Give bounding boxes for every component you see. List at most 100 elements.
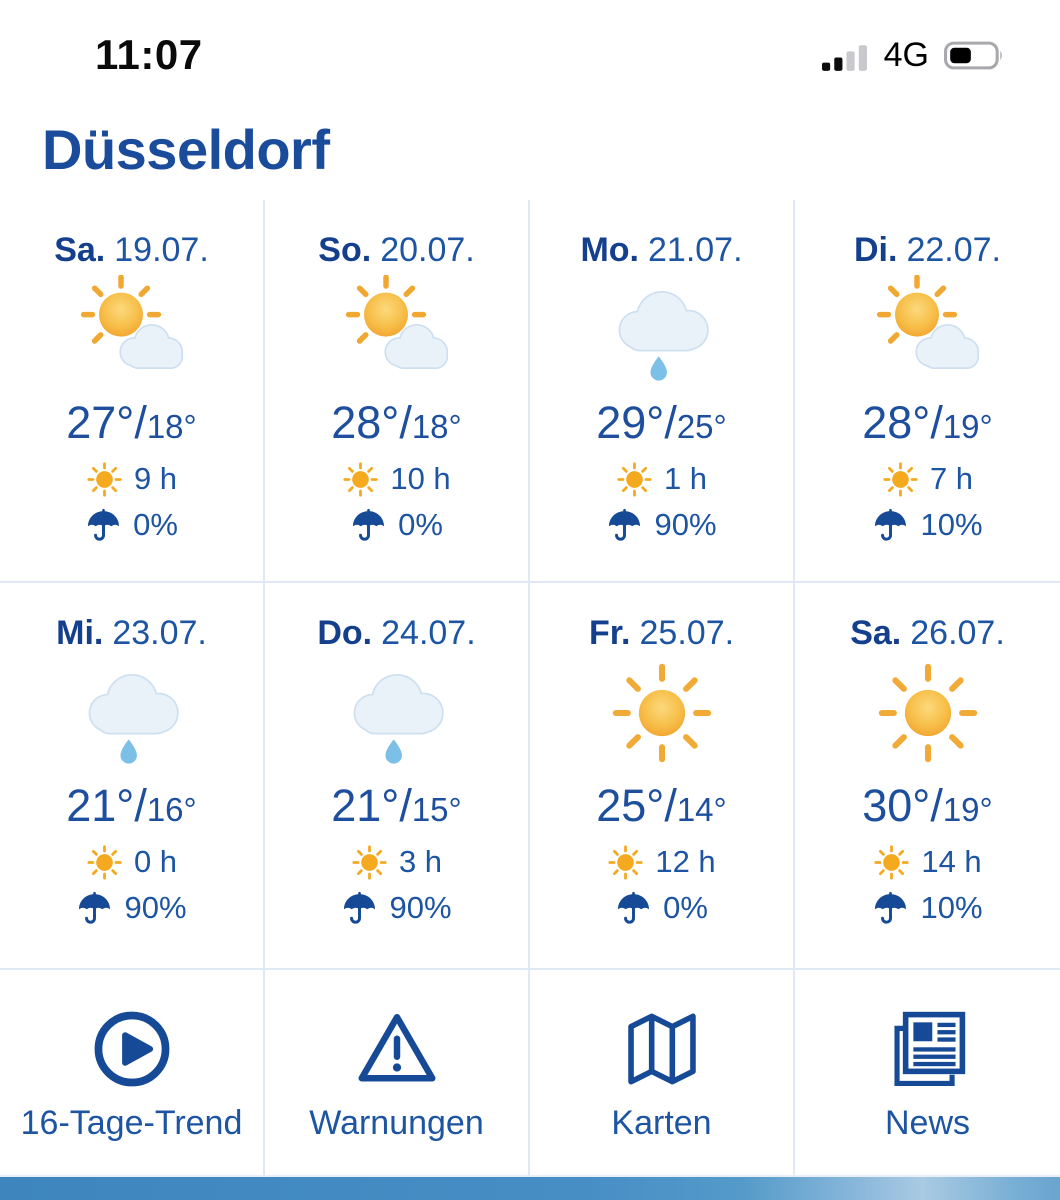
date-label: 23.07.	[112, 614, 207, 652]
temperature-label: 21°/16°	[66, 780, 197, 831]
sun-small-icon	[616, 461, 653, 498]
forecast-day-card[interactable]: Di. 22.07. 28°/19° 7 h 10%	[795, 200, 1060, 583]
temperature-label: 29°/25°	[596, 397, 727, 448]
sun-hours-value: 3 h	[398, 844, 443, 879]
weekday-label: Do.	[317, 614, 373, 652]
weekday-label: Mi.	[56, 614, 104, 652]
rain-probability: 90%	[76, 889, 187, 927]
sun-hours: 9 h	[86, 460, 177, 498]
rain-probability: 10%	[872, 506, 983, 544]
umbrella-icon	[350, 507, 387, 544]
sun-hours: 3 h	[351, 843, 442, 881]
date-label: 25.07.	[639, 614, 735, 652]
weekday-label: Mo.	[580, 231, 639, 269]
date-label: 24.07.	[381, 614, 476, 652]
rain-probability: 10%	[872, 889, 983, 927]
page-title: Düsseldorf	[42, 118, 330, 181]
weather-icon-box	[862, 274, 994, 386]
forecast-day-card[interactable]: Fr. 25.07. 25°/14° 12 h 0%	[530, 583, 795, 970]
sun-hours-value: 1 h	[663, 461, 708, 496]
weekday-label: Sa.	[850, 614, 902, 652]
sun-hours-value: 10 h	[390, 461, 451, 496]
rain-probability-value: 10%	[920, 890, 983, 925]
sun-icon	[862, 658, 994, 768]
date-label: 19.07.	[114, 231, 209, 269]
temperature-label: 28°/19°	[862, 397, 993, 448]
newspaper-icon	[885, 1006, 971, 1092]
signal-strength-icon	[821, 44, 867, 71]
sun-small-icon	[607, 844, 644, 881]
sun-hours: 7 h	[882, 460, 973, 498]
sun-hours-value: 0 h	[133, 844, 178, 879]
status-indicators: 4G	[821, 35, 1008, 75]
date-label: 26.07.	[910, 614, 1005, 652]
umbrella-icon	[85, 507, 122, 544]
sun-small-icon	[86, 844, 123, 881]
rain-probability: 90%	[606, 506, 717, 544]
day-date-label: Mo. 21.07.	[580, 230, 742, 270]
rain-cloud-icon	[596, 275, 728, 385]
shortcut-karten[interactable]: Karten	[530, 970, 795, 1177]
play-circle-icon	[89, 1006, 175, 1092]
temperature-label: 28°/18°	[331, 397, 462, 448]
map-icon	[619, 1006, 705, 1092]
shortcut-news[interactable]: News	[795, 970, 1060, 1177]
rain-probability-value: 10%	[920, 507, 983, 542]
sun-small-icon	[351, 844, 388, 881]
day-date-label: Do. 24.07.	[317, 613, 475, 653]
sun-hours-value: 12 h	[655, 844, 716, 879]
rain-probability-value: 0%	[663, 890, 708, 925]
sun-hours: 0 h	[86, 843, 177, 881]
umbrella-icon	[872, 507, 909, 544]
day-date-label: Mi. 23.07.	[56, 613, 207, 653]
shortcut-label: Karten	[611, 1104, 712, 1142]
weekday-label: Di.	[854, 231, 898, 269]
sun-hours: 10 h	[342, 460, 451, 498]
forecast-day-card[interactable]: So. 20.07. 28°/18° 10 h 0%	[265, 200, 530, 583]
sun-hours-value: 7 h	[929, 461, 974, 496]
sun-icon	[596, 658, 728, 768]
temperature-label: 21°/15°	[331, 780, 462, 831]
day-date-label: So. 20.07.	[318, 230, 474, 270]
shortcut-label: 16-Tage-Trend	[20, 1104, 243, 1142]
rain-probability-value: 90%	[389, 890, 452, 925]
day-date-label: Fr. 25.07.	[589, 613, 734, 653]
forecast-day-card[interactable]: Sa. 19.07. 27°/18° 9 h 0%	[0, 200, 265, 583]
date-label: 20.07.	[380, 231, 475, 269]
shortcut-label: News	[884, 1104, 971, 1142]
rain-probability-value: 0%	[133, 507, 178, 542]
shortcut-label: Warnungen	[309, 1104, 484, 1142]
forecast-day-card[interactable]: Mo. 21.07. 29°/25° 1 h 90%	[530, 200, 795, 583]
rain-cloud-icon	[331, 658, 463, 768]
weekday-label: Fr.	[588, 614, 631, 652]
sun-cloud-icon	[331, 275, 463, 385]
rain-probability: 90%	[341, 889, 452, 927]
forecast-day-card[interactable]: Do. 24.07. 21°/15° 3 h 90%	[265, 583, 530, 970]
weekday-label: Sa.	[54, 231, 106, 269]
rain-cloud-icon	[66, 658, 198, 768]
sun-hours: 14 h	[873, 843, 982, 881]
sun-hours: 1 h	[616, 460, 707, 498]
weather-icon-box	[596, 274, 728, 386]
sun-small-icon	[873, 844, 910, 881]
shortcut-16-tage-trend[interactable]: 16-Tage-Trend	[0, 970, 265, 1177]
rain-probability: 0%	[85, 506, 178, 544]
shortcut-warnungen[interactable]: Warnungen	[265, 970, 530, 1177]
weather-icon-box	[331, 274, 463, 386]
sun-small-icon	[882, 461, 919, 498]
network-type-label: 4G	[883, 35, 929, 74]
forecast-day-card[interactable]: Sa. 26.07. 30°/19° 14 h 10%	[795, 583, 1060, 970]
bottom-accent-bar	[0, 1177, 1060, 1200]
rain-probability-value: 90%	[654, 507, 717, 542]
weekday-label: So.	[318, 231, 372, 269]
temperature-label: 25°/14°	[596, 780, 727, 831]
forecast-day-card[interactable]: Mi. 23.07. 21°/16° 0 h 90%	[0, 583, 265, 970]
day-date-label: Sa. 19.07.	[54, 230, 209, 270]
sun-cloud-icon	[862, 275, 994, 385]
warning-triangle-icon	[354, 1006, 440, 1092]
rain-probability-value: 0%	[398, 507, 443, 542]
temperature-label: 27°/18°	[66, 397, 197, 448]
battery-icon	[944, 41, 1002, 69]
umbrella-icon	[872, 890, 909, 927]
sun-hours-value: 9 h	[133, 461, 178, 496]
